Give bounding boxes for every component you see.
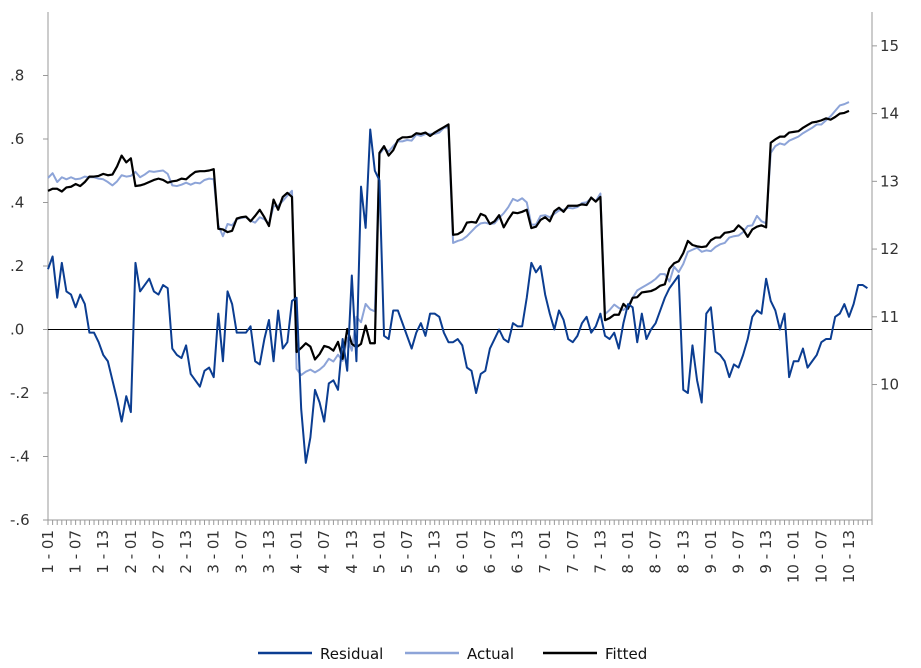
left-tick-label: -.6: [10, 511, 30, 529]
left-tick-label: -.2: [10, 384, 30, 402]
x-tick-label: 5 - 01: [370, 530, 388, 574]
x-tick-label: 9 - 01: [702, 530, 720, 574]
x-tick-label: 6 - 13: [509, 530, 527, 574]
x-tick-label: 8 - 07: [647, 530, 665, 574]
x-tick-label: 3 - 13: [260, 530, 278, 574]
x-tick-label: 7 - 13: [591, 530, 609, 574]
x-tick-label: 7 - 07: [564, 530, 582, 574]
right-tick-label: 15: [880, 37, 899, 55]
x-tick-label: 10 - 13: [840, 530, 858, 583]
legend-label-actual: Actual: [467, 645, 514, 663]
x-tick-label: 1 - 07: [67, 530, 85, 574]
left-tick-label: .0: [10, 321, 24, 339]
left-tick-label: .2: [10, 257, 24, 275]
x-tick-label: 2 - 07: [149, 530, 167, 574]
x-tick-label: 9 - 07: [730, 530, 748, 574]
left-tick-label: .4: [10, 194, 24, 212]
x-tick-label: 1 - 13: [94, 530, 112, 574]
x-axis: 1 - 01 1 - 07 1 - 13 2 - 01 2 - 07 2 - 13 3 - …: [39, 519, 873, 583]
x-tick-label: 6 - 07: [481, 530, 499, 574]
series-line-fitted: [47, 109, 850, 361]
x-tick-label: 1 - 01: [39, 530, 57, 574]
x-tick-label: 2 - 13: [177, 530, 195, 574]
series-layer: [47, 101, 868, 464]
x-tick-label: 8 - 01: [619, 530, 637, 574]
legend-label-fitted: Fitted: [605, 645, 647, 663]
x-tick-label: 2 - 01: [122, 530, 140, 574]
x-tick-label: 8 - 13: [674, 530, 692, 574]
x-tick-label: 6 - 01: [453, 530, 471, 574]
legend-label-residual: Residual: [320, 645, 383, 663]
right-tick-label: 12: [880, 240, 899, 258]
x-tick-label: 4 - 13: [343, 530, 361, 574]
x-tick-label: 4 - 01: [288, 530, 306, 574]
right-tick-label: 14: [880, 105, 899, 123]
left-tick-label: .6: [10, 130, 24, 148]
x-tick-label: 4 - 07: [315, 530, 333, 574]
right-tick-label: 10: [880, 376, 899, 394]
right-axis: 10 11 12 13 14 15: [871, 12, 899, 520]
legend: Residual Actual Fitted: [258, 645, 647, 663]
left-tick-label: -.4: [10, 448, 30, 466]
x-tick-label: 7 - 01: [536, 530, 554, 574]
x-tick-label: 9 - 13: [757, 530, 775, 574]
left-axis: -.6 -.4 -.2 .0 .2 .4 .6 .8: [10, 12, 49, 529]
x-tick-label: 10 - 07: [812, 530, 830, 583]
x-tick-label: 3 - 07: [232, 530, 250, 574]
x-tick-label: 10 - 01: [785, 530, 803, 583]
x-tick-label: 5 - 07: [398, 530, 416, 574]
x-tick-label: 5 - 13: [426, 530, 444, 574]
left-tick-label: .8: [10, 67, 24, 85]
right-tick-label: 13: [880, 172, 899, 190]
x-tick-label: 3 - 01: [205, 530, 223, 574]
right-tick-label: 11: [880, 308, 899, 326]
series-line-residual: [47, 128, 868, 464]
